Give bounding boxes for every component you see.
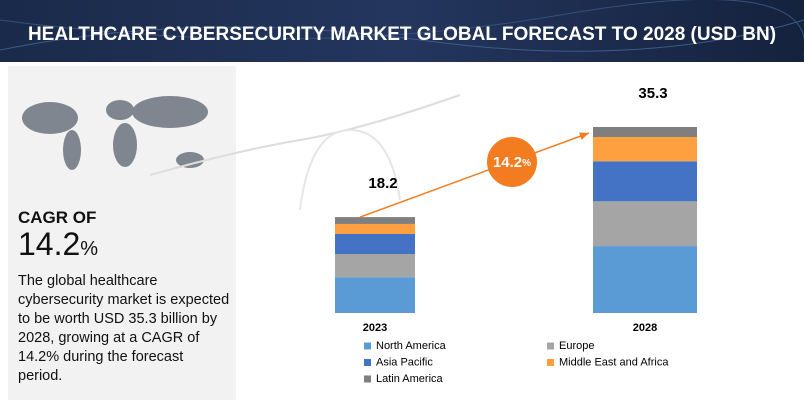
arrow-head xyxy=(579,132,589,140)
cagr-unit: % xyxy=(80,238,99,260)
cagr-number: 14.2 xyxy=(18,226,81,262)
description: The global healthcare cybersecurity mark… xyxy=(18,273,230,384)
legend-label: Middle East and Africa xyxy=(559,356,669,368)
bar-segment xyxy=(593,161,697,202)
badge-unit: % xyxy=(522,158,531,169)
legend-swatch xyxy=(547,359,554,366)
total-label: 35.3 xyxy=(638,85,667,102)
bar-segment xyxy=(335,253,415,278)
growth-badge xyxy=(487,137,537,187)
bar-segment xyxy=(593,201,697,247)
growth-badge-label: 14.2% xyxy=(493,154,531,171)
bar-segment xyxy=(593,137,697,162)
bar-segment xyxy=(335,277,415,313)
total-label: 18.2 xyxy=(368,175,397,192)
cagr-value: 14.2% xyxy=(18,226,98,267)
legend-swatch xyxy=(547,342,554,350)
legend-swatch xyxy=(364,342,371,350)
legend-label: Asia Pacific xyxy=(376,356,433,368)
legend-swatch xyxy=(364,375,371,383)
legend-label: Europe xyxy=(559,340,594,352)
legend-label: North America xyxy=(376,340,447,352)
world-map xyxy=(22,96,208,170)
bar-segment xyxy=(593,246,697,313)
bar-segment xyxy=(335,223,415,234)
header-decoration xyxy=(0,19,804,52)
legend-label: Latin America xyxy=(376,373,444,385)
x-tick-label: 2023 xyxy=(363,322,387,334)
decoration xyxy=(149,94,461,176)
bar-segment xyxy=(335,217,415,224)
bar-segment xyxy=(335,233,415,254)
legend-swatch xyxy=(364,359,371,366)
header-decoration xyxy=(0,0,804,55)
cagr-label: CAGR OF xyxy=(18,208,97,227)
decoration xyxy=(299,128,401,211)
x-tick-label: 2028 xyxy=(633,322,657,334)
title: HEALTHCARE CYBERSECURITY MARKET GLOBAL F… xyxy=(28,24,776,45)
growth-arrow xyxy=(359,132,590,218)
badge-number: 14.2 xyxy=(493,154,522,171)
bar-segment xyxy=(593,127,697,138)
